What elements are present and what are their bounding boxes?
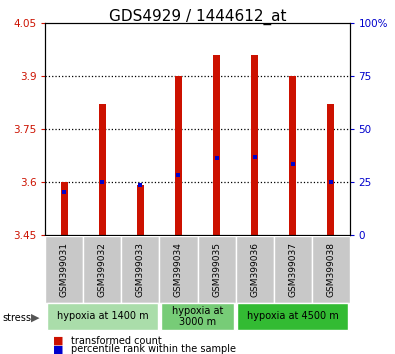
Bar <box>289 76 296 235</box>
Text: ■: ■ <box>53 344 64 354</box>
Text: GSM399035: GSM399035 <box>212 242 221 297</box>
Text: ▶: ▶ <box>30 313 39 323</box>
Bar <box>213 55 220 235</box>
Bar <box>198 236 235 303</box>
Text: GSM399031: GSM399031 <box>60 242 69 297</box>
Text: ■: ■ <box>53 336 64 346</box>
Text: GSM399033: GSM399033 <box>136 242 145 297</box>
Bar <box>47 303 158 330</box>
Bar <box>83 236 122 303</box>
Bar <box>235 236 274 303</box>
Text: GSM399036: GSM399036 <box>250 242 259 297</box>
Bar <box>312 236 350 303</box>
Text: GSM399032: GSM399032 <box>98 242 107 297</box>
Bar <box>251 55 258 235</box>
Text: hypoxia at 4500 m: hypoxia at 4500 m <box>246 312 339 321</box>
Text: hypoxia at
3000 m: hypoxia at 3000 m <box>172 306 223 327</box>
Text: GSM399037: GSM399037 <box>288 242 297 297</box>
Bar <box>237 303 348 330</box>
Text: stress: stress <box>2 313 31 323</box>
Bar <box>327 104 334 235</box>
Bar <box>122 236 160 303</box>
Text: percentile rank within the sample: percentile rank within the sample <box>71 344 236 354</box>
Bar <box>160 236 198 303</box>
Bar <box>61 182 68 235</box>
Bar <box>273 236 312 303</box>
Bar <box>161 303 234 330</box>
Bar <box>99 104 106 235</box>
Text: GSM399038: GSM399038 <box>326 242 335 297</box>
Text: transformed count: transformed count <box>71 336 162 346</box>
Text: GSM399034: GSM399034 <box>174 242 183 297</box>
Bar <box>137 185 144 235</box>
Text: GDS4929 / 1444612_at: GDS4929 / 1444612_at <box>109 9 286 25</box>
Bar <box>45 236 83 303</box>
Bar <box>175 76 182 235</box>
Text: hypoxia at 1400 m: hypoxia at 1400 m <box>56 312 148 321</box>
